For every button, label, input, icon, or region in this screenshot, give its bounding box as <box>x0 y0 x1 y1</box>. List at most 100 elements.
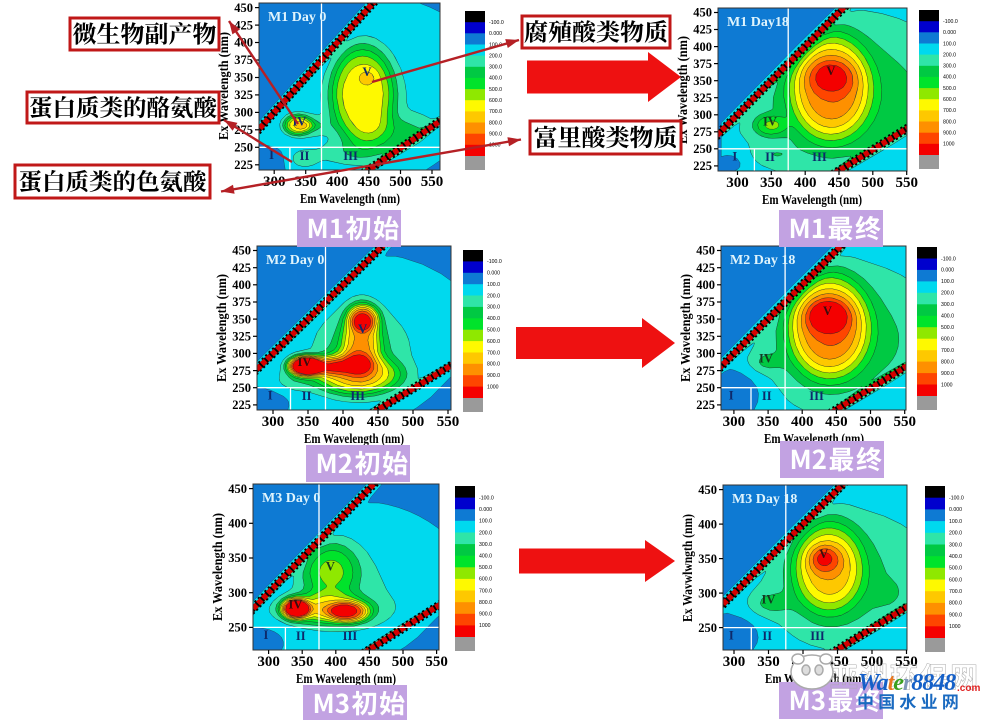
svg-text:300: 300 <box>257 654 280 670</box>
svg-text:300.0: 300.0 <box>487 305 500 311</box>
svg-text:300: 300 <box>232 347 251 361</box>
svg-text:Em Wavelength (nm): Em Wavelength (nm) <box>296 672 396 687</box>
svg-text:I: I <box>269 148 274 162</box>
svg-text:600.0: 600.0 <box>487 339 500 345</box>
svg-text:II: II <box>296 629 306 643</box>
svg-text:275: 275 <box>693 125 712 139</box>
svg-text:I: I <box>729 628 734 642</box>
svg-text:350: 350 <box>291 654 314 670</box>
svg-text:275: 275 <box>232 364 251 378</box>
svg-text:800.0: 800.0 <box>487 362 500 368</box>
svg-text:400: 400 <box>325 654 348 670</box>
svg-text:300: 300 <box>234 106 253 120</box>
svg-text:900.0: 900.0 <box>479 612 492 618</box>
svg-text:1000: 1000 <box>943 142 955 148</box>
svg-text:700.0: 700.0 <box>949 589 962 595</box>
svg-text:900.0: 900.0 <box>943 131 956 137</box>
svg-text:550: 550 <box>421 174 444 190</box>
svg-text:800.0: 800.0 <box>943 119 956 125</box>
svg-text:V: V <box>826 64 835 78</box>
svg-text:350: 350 <box>696 312 715 326</box>
svg-text:400: 400 <box>698 517 717 531</box>
svg-text:800.0: 800.0 <box>479 600 492 606</box>
svg-text:500.0: 500.0 <box>487 328 500 334</box>
svg-text:Ex Wavelength (nm): Ex Wavelength (nm) <box>676 36 691 144</box>
svg-text:700.0: 700.0 <box>489 109 502 115</box>
svg-text:Ex Wavelength (nm): Ex Wavelength (nm) <box>679 274 694 382</box>
svg-text:II: II <box>302 389 312 403</box>
svg-text:500.0: 500.0 <box>949 566 962 572</box>
svg-text:375: 375 <box>234 53 253 67</box>
svg-text:Water8848: Water8848 <box>858 670 956 696</box>
svg-text:0.000: 0.000 <box>479 507 492 513</box>
svg-text:200.0: 200.0 <box>489 53 502 59</box>
svg-text:200.0: 200.0 <box>949 531 962 537</box>
svg-text:I: I <box>263 628 268 642</box>
svg-text:IV: IV <box>763 115 777 129</box>
svg-text:II: II <box>300 149 310 163</box>
svg-text:M2 Day 18: M2 Day 18 <box>730 253 795 268</box>
svg-text:325: 325 <box>234 88 253 102</box>
svg-text:500.0: 500.0 <box>943 86 956 92</box>
svg-text:500: 500 <box>392 654 415 670</box>
svg-text:900.0: 900.0 <box>489 132 502 138</box>
svg-text:400: 400 <box>693 40 712 54</box>
svg-text:100.0: 100.0 <box>489 42 502 48</box>
svg-text:0.000: 0.000 <box>941 268 954 274</box>
svg-text:V: V <box>819 547 828 561</box>
svg-text:M3 Day 18: M3 Day 18 <box>732 492 797 507</box>
svg-text:400.0: 400.0 <box>487 316 500 322</box>
svg-text:450: 450 <box>232 244 251 258</box>
svg-text:550: 550 <box>425 654 448 670</box>
svg-text:700.0: 700.0 <box>943 108 956 114</box>
svg-text:IV: IV <box>759 351 773 365</box>
svg-text:300: 300 <box>723 414 746 430</box>
svg-text:400: 400 <box>232 278 251 292</box>
svg-text:V: V <box>326 560 335 574</box>
svg-text:100.0: 100.0 <box>479 519 492 525</box>
svg-text:-100.0: -100.0 <box>949 496 964 502</box>
svg-text:500: 500 <box>402 414 425 430</box>
svg-text:400.0: 400.0 <box>489 76 502 82</box>
svg-text:1000: 1000 <box>941 382 953 388</box>
svg-text:V: V <box>823 304 832 318</box>
svg-text:300.0: 300.0 <box>949 542 962 548</box>
svg-text:500: 500 <box>861 654 884 670</box>
svg-text:I: I <box>729 388 734 402</box>
svg-text:300.0: 300.0 <box>943 64 956 70</box>
svg-text:800.0: 800.0 <box>949 601 962 607</box>
svg-text:100.0: 100.0 <box>941 279 954 285</box>
svg-text:600.0: 600.0 <box>949 577 962 583</box>
svg-text:450: 450 <box>234 1 253 15</box>
svg-text:250: 250 <box>696 381 715 395</box>
svg-text:500: 500 <box>862 175 885 191</box>
svg-text:.com: .com <box>957 683 980 694</box>
svg-text:M1 Day 0: M1 Day 0 <box>268 10 326 25</box>
svg-text:350: 350 <box>228 551 247 565</box>
svg-text:III: III <box>809 389 824 403</box>
svg-text:425: 425 <box>693 23 712 37</box>
svg-text:200.0: 200.0 <box>943 52 956 58</box>
svg-text:450: 450 <box>358 174 381 190</box>
svg-text:M2 Day 0: M2 Day 0 <box>266 253 324 268</box>
svg-text:III: III <box>343 149 358 163</box>
svg-text:400.0: 400.0 <box>941 314 954 320</box>
svg-text:500.0: 500.0 <box>941 325 954 331</box>
svg-text:V: V <box>362 65 371 79</box>
svg-text:425: 425 <box>232 261 251 275</box>
svg-text:0.000: 0.000 <box>943 30 956 36</box>
svg-text:250: 250 <box>234 141 253 155</box>
svg-text:300: 300 <box>228 586 247 600</box>
svg-text:400: 400 <box>332 414 355 430</box>
svg-text:IV: IV <box>762 592 776 606</box>
svg-text:275: 275 <box>234 123 253 137</box>
svg-text:900.0: 900.0 <box>487 373 500 379</box>
svg-text:500: 500 <box>389 174 412 190</box>
svg-text:450: 450 <box>693 6 712 20</box>
svg-text:1000: 1000 <box>487 384 499 390</box>
svg-text:II: II <box>762 389 772 403</box>
svg-text:250: 250 <box>232 381 251 395</box>
svg-text:Ex Wavwlwngth (nm): Ex Wavwlwngth (nm) <box>681 514 696 622</box>
svg-text:IV: IV <box>298 355 312 369</box>
svg-text:400.0: 400.0 <box>949 554 962 560</box>
